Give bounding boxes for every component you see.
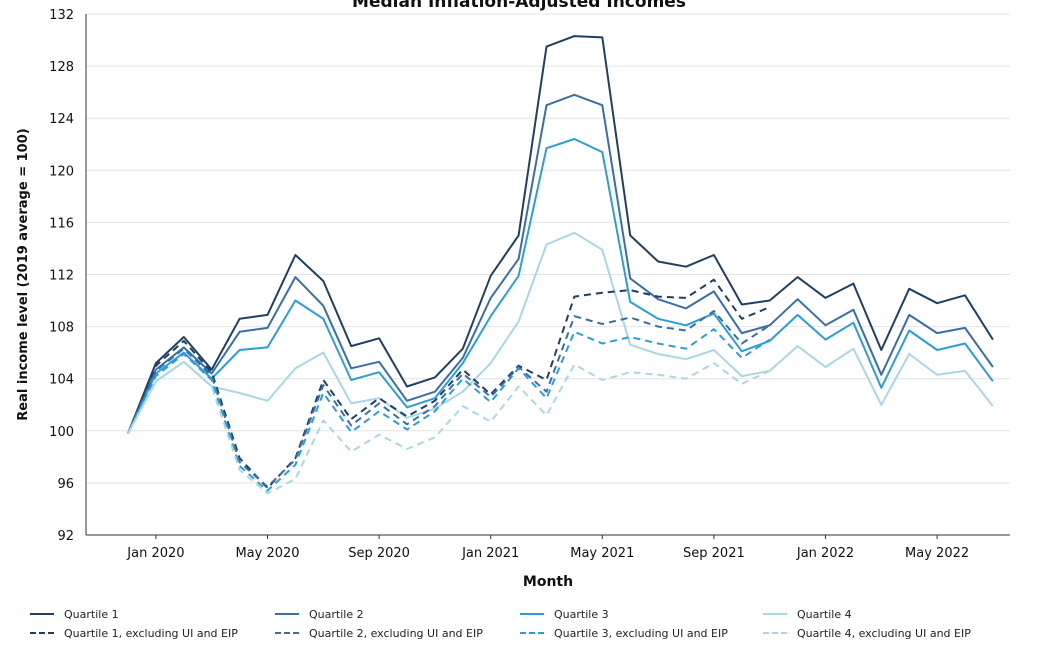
x-tick-label: Jan 2022 (796, 546, 854, 561)
series-line-4 (127, 231, 994, 434)
legend-swatch (275, 632, 299, 634)
series-line-5 (127, 278, 771, 490)
legend-label: Quartile 1, excluding UI and EIP (64, 626, 238, 640)
chart-legend: Quartile 1 Quartile 2 Quartile 3 Quartile 4… (30, 605, 1030, 645)
series-line-7 (127, 328, 771, 492)
series-line-3 (127, 138, 994, 434)
y-tick-label: 128 (49, 60, 74, 75)
legend-item: Quartile 3, excluding UI and EIP (520, 624, 728, 642)
legend-item: Quartile 4, excluding UI and EIP (763, 624, 971, 642)
x-tick-label: Jan 2021 (461, 546, 519, 561)
series-line-2 (127, 93, 994, 434)
y-tick-label: 124 (49, 112, 74, 127)
y-tick-label: 104 (49, 373, 74, 388)
x-tick-label: May 2021 (570, 546, 634, 561)
y-tick-label: 92 (57, 529, 74, 544)
y-axis-label: Real income level (2019 average = 100) (16, 128, 31, 420)
legend-swatch (520, 613, 544, 615)
x-tick-label: May 2020 (235, 546, 299, 561)
legend-swatch (520, 632, 544, 634)
x-tick-label: Sep 2021 (683, 546, 745, 561)
y-tick-label: 120 (49, 164, 74, 179)
x-axis-label: Month (523, 574, 573, 590)
legend-label: Quartile 4 (797, 607, 852, 621)
legend-swatch (30, 632, 54, 634)
y-tick-label: 116 (49, 216, 74, 231)
legend-item: Quartile 2 (275, 605, 364, 623)
y-tick-label: 112 (49, 269, 74, 284)
legend-label: Quartile 3, excluding UI and EIP (554, 626, 728, 640)
legend-swatch (763, 613, 787, 615)
legend-label: Quartile 2, excluding UI and EIP (309, 626, 483, 640)
legend-label: Quartile 2 (309, 607, 364, 621)
legend-swatch (30, 613, 54, 615)
legend-item: Quartile 3 (520, 605, 609, 623)
x-tick-label: May 2022 (905, 546, 969, 561)
legend-label: Quartile 4, excluding UI and EIP (797, 626, 971, 640)
x-tick-label: Jan 2020 (126, 546, 184, 561)
legend-swatch (275, 613, 299, 615)
series-line-6 (127, 310, 771, 488)
legend-item: Quartile 1, excluding UI and EIP (30, 624, 238, 642)
legend-label: Quartile 1 (64, 607, 119, 621)
legend-swatch (763, 632, 787, 634)
line-chart: 92 96 100 104 108 112 116 120 124 128 132 Jan 2020 M… (16, 8, 1010, 590)
legend-label: Quartile 3 (554, 607, 609, 621)
series-line-1 (127, 35, 994, 434)
legend-item: Quartile 1 (30, 605, 119, 623)
series-line-8 (127, 360, 771, 495)
legend-item: Quartile 2, excluding UI and EIP (275, 624, 483, 642)
y-tick-label: 132 (49, 8, 74, 23)
y-tick-label: 100 (49, 425, 74, 440)
legend-item: Quartile 4 (763, 605, 852, 623)
y-tick-label: 96 (57, 477, 74, 492)
y-tick-label: 108 (49, 321, 74, 336)
chart-title: Median Inflation-Adjusted Incomes (352, 0, 686, 12)
x-tick-label: Sep 2020 (348, 546, 410, 561)
